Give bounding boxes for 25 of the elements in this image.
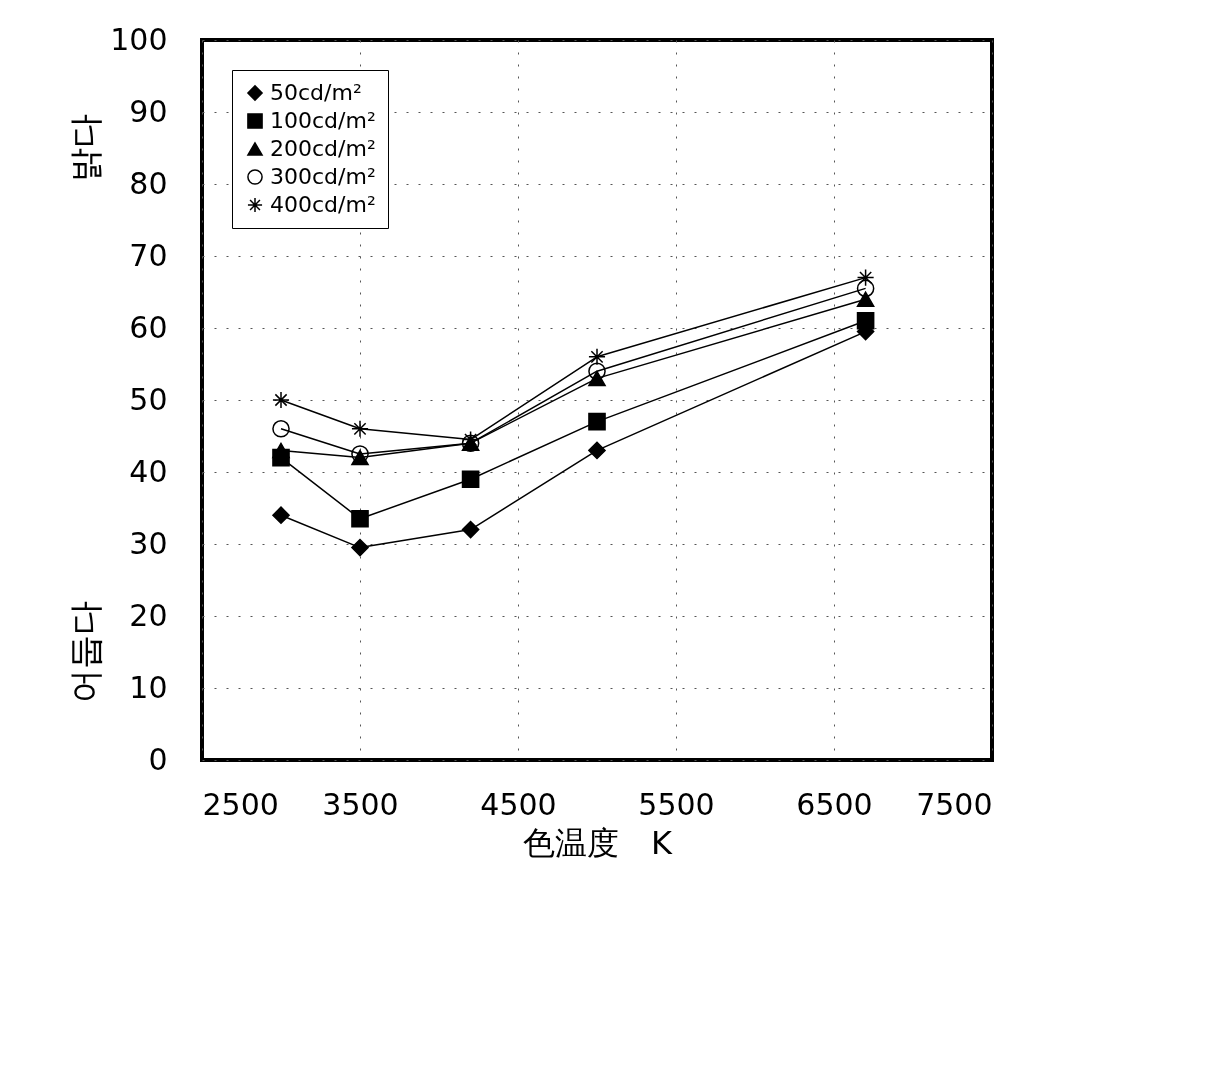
x-tick-label: 5500 (638, 786, 715, 822)
y-tick-label: 30 (129, 525, 168, 561)
x-tick-label: 4500 (480, 786, 557, 822)
y-tick-label: 20 (129, 597, 168, 633)
x-tick-label: 2500 (202, 786, 279, 822)
y-tick-label: 80 (129, 165, 168, 201)
y-tick-label: 60 (129, 309, 168, 345)
y-tick-label: 100 (110, 21, 168, 57)
x-axis-title: 色温度 K (523, 823, 674, 862)
text: 어둡다 (65, 601, 105, 703)
y-tick-label: 10 (129, 669, 168, 705)
x-tick-label: 6500 (796, 786, 873, 822)
legend-label: 400cd/m² (270, 192, 376, 217)
text: 밝다 (65, 114, 105, 182)
y-tick-label: 70 (129, 237, 168, 273)
y-tick-label: 90 (129, 93, 168, 129)
y-tick-label: 50 (129, 381, 168, 417)
x-tick-label: 7500 (916, 786, 993, 822)
y-tick-label: 0 (148, 741, 168, 777)
legend-label: 200cd/m² (270, 136, 376, 161)
legend-label: 100cd/m² (270, 108, 376, 133)
legend-label: 50cd/m² (270, 80, 362, 105)
legend-label: 300cd/m² (270, 164, 376, 189)
x-tick-label: 3500 (322, 786, 399, 822)
y-tick-label: 40 (129, 453, 168, 489)
